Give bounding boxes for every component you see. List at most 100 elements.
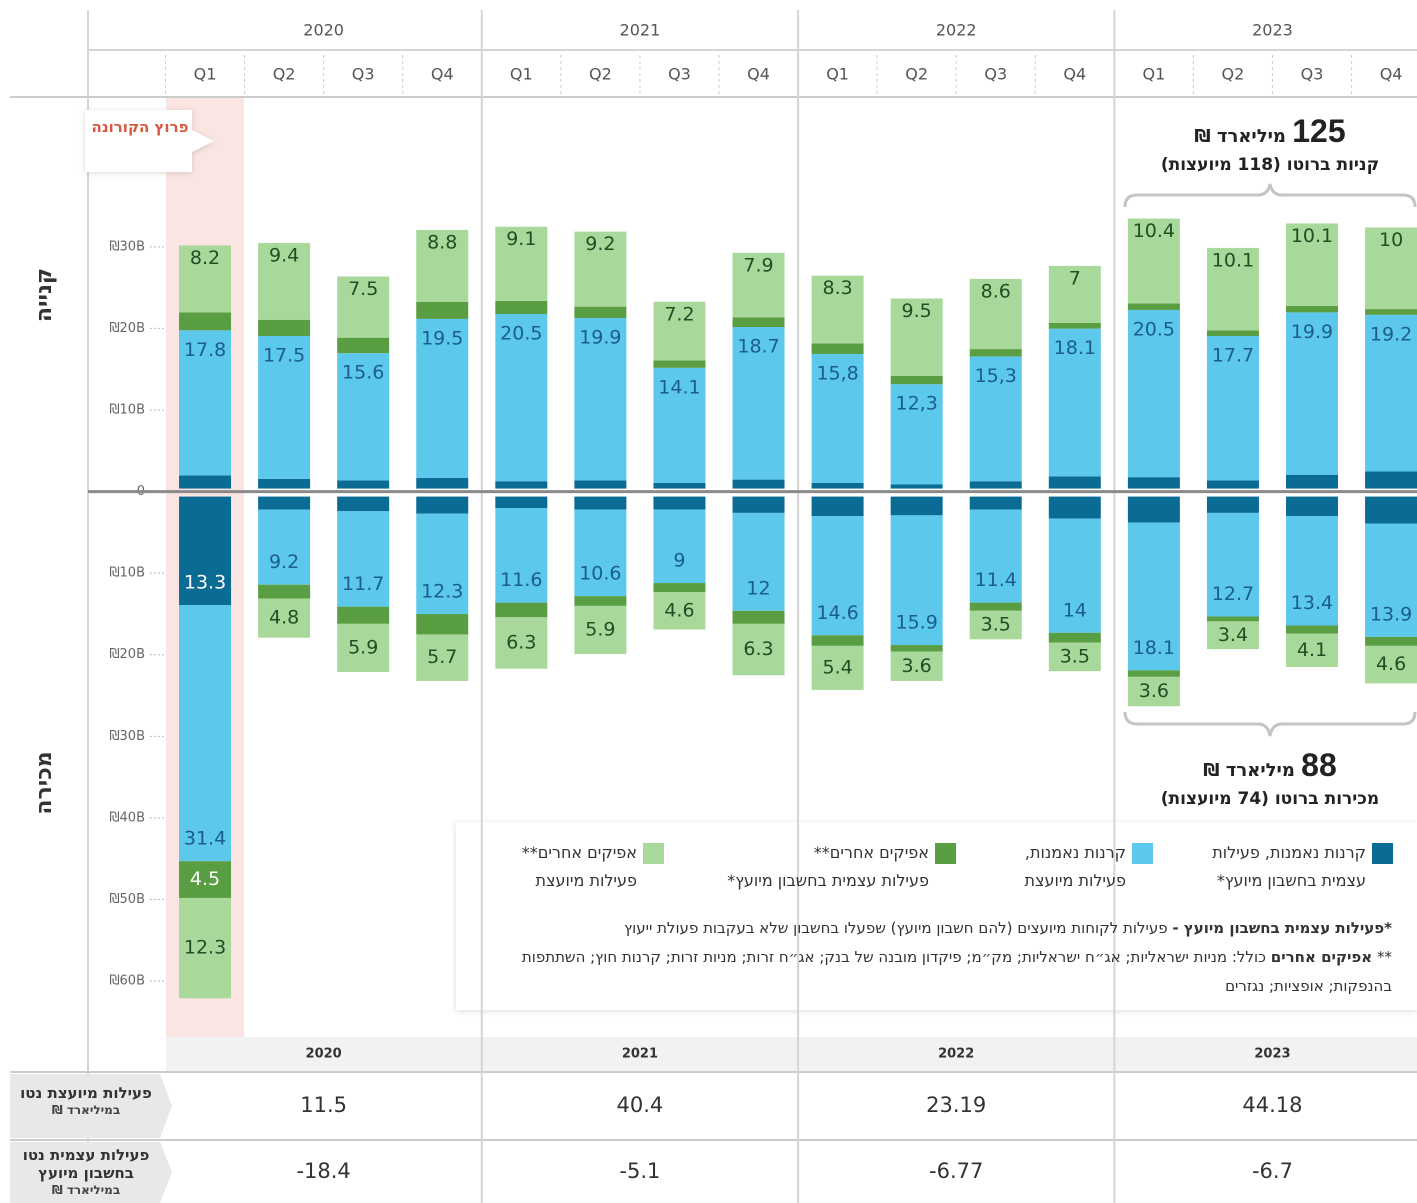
bar-segment <box>1286 474 1339 489</box>
y-tick-label: ₪30B <box>109 729 145 744</box>
bar-segment <box>969 509 1022 603</box>
total-annotation: 88 מיליארד ₪ מכירות ברוטו (74 מיועצות) <box>1120 748 1417 810</box>
bar-segment <box>1127 522 1180 671</box>
quarter-label: Q4 <box>1063 65 1086 84</box>
bar-label: 12 <box>746 577 770 599</box>
side-label: קנייה <box>32 268 57 322</box>
legend-swatch <box>1372 843 1393 864</box>
year-label: 2021 <box>620 21 661 40</box>
quarter-label: Q2 <box>589 65 612 84</box>
legend-swatch <box>935 843 956 864</box>
bar-label: 9 <box>673 550 685 572</box>
year-band-label: 2020 <box>306 1047 342 1062</box>
note-term: אפיקים אחרים <box>1270 948 1373 966</box>
legend-swatch <box>1132 843 1153 864</box>
bar-segment <box>337 511 390 607</box>
bar-segment <box>258 319 311 337</box>
bar-label: 10 <box>1379 229 1403 251</box>
row-header-label: פעילות עצמית נטו בחשבון מיועץ <box>22 1146 150 1182</box>
bar-label: 13.9 <box>1370 603 1412 625</box>
bar-label: 17.7 <box>1212 345 1254 367</box>
row-header-unit: במיליארד ₪ <box>51 1183 121 1197</box>
bar-segment <box>495 314 548 482</box>
quarter-label: Q2 <box>1222 65 1245 84</box>
bar-segment <box>969 481 1022 489</box>
y-tick-label: ₪50B <box>109 892 145 907</box>
bar-segment <box>495 617 548 669</box>
row-header-shape <box>10 1142 172 1203</box>
quarter-label: Q2 <box>273 65 296 84</box>
bar-segment <box>179 496 232 606</box>
bar-label: 6.3 <box>743 638 773 660</box>
corona-label: פרוץ הקורונה <box>91 118 189 136</box>
bar-segment <box>1048 518 1101 633</box>
bar-segment <box>890 384 943 485</box>
bar-segment <box>1286 223 1339 306</box>
callout-box <box>85 110 214 172</box>
bar-segment <box>1206 621 1259 650</box>
legend-label: אפיקים אחרים** פעילות עצמית בחשבון מיועץ… <box>727 843 929 890</box>
quarter-label: Q3 <box>984 65 1007 84</box>
bar-label: 3.6 <box>1139 680 1169 702</box>
quarter-label: Q4 <box>747 65 770 84</box>
bar-segment <box>732 479 785 489</box>
side-label: מכירה <box>32 751 57 814</box>
bar-segment <box>1127 477 1180 489</box>
bar-label: 20.5 <box>500 323 542 345</box>
bar-segment <box>1048 496 1101 519</box>
bar-label: 14 <box>1063 599 1087 621</box>
row-header-shape <box>10 1074 172 1138</box>
bar-label: 12.7 <box>1212 583 1254 605</box>
bar-label: 19.9 <box>1291 321 1333 343</box>
bar-label: 19.2 <box>1370 323 1412 345</box>
bar-segment <box>890 651 943 681</box>
bar-label: 4.1 <box>1297 639 1327 661</box>
note-line: *פעילות עצמית בחשבון מיועץ - פעילות לקוח… <box>480 914 1392 943</box>
total-unit: מיליארד ₪ <box>1203 760 1295 781</box>
bar-label: 20.5 <box>1133 318 1175 340</box>
quarter-label: Q1 <box>510 65 533 84</box>
net-value: 40.4 <box>617 1093 664 1117</box>
bar-segment <box>811 482 864 489</box>
y-tick-label: ₪10B <box>109 403 145 418</box>
bar-segment <box>969 356 1022 482</box>
net-value: 23.19 <box>926 1093 986 1117</box>
bar-segment <box>653 360 706 368</box>
bar-label: 7 <box>1069 267 1081 289</box>
bar-label: 4.5 <box>190 868 220 890</box>
bar-segment <box>416 634 469 681</box>
bar-segment <box>890 515 943 646</box>
bar-label: 4.6 <box>1376 653 1406 675</box>
brace <box>1123 183 1417 208</box>
bar-label: 13.4 <box>1291 592 1333 614</box>
bar-segment <box>179 897 232 999</box>
bar-label: 18.1 <box>1054 337 1096 359</box>
quarter-label: Q4 <box>1380 65 1403 84</box>
bar-label: 15.6 <box>342 362 384 384</box>
bar-segment <box>574 480 627 489</box>
bar-segment <box>1127 309 1180 478</box>
bar-label: 3.6 <box>902 655 932 677</box>
bar-label: 3.5 <box>1060 645 1090 667</box>
bar-segment <box>179 605 232 862</box>
bar-segment <box>969 278 1022 350</box>
net-value: -5.1 <box>619 1159 660 1183</box>
bar-label: 4.6 <box>664 599 694 621</box>
bar-segment <box>1365 314 1417 472</box>
bar-segment <box>811 516 864 636</box>
bar-label: 10.1 <box>1291 225 1333 247</box>
bar-segment <box>1365 496 1417 524</box>
y-tick-label: ₪40B <box>109 810 145 825</box>
bar-segment <box>495 602 548 618</box>
bar-segment <box>495 300 548 314</box>
net-value: -6.77 <box>929 1159 983 1183</box>
total-number: 125 <box>1292 113 1346 149</box>
bar-segment <box>1127 670 1180 677</box>
bar-segment <box>969 610 1022 640</box>
year-label: 2023 <box>1252 21 1293 40</box>
total-unit: מיליארד ₪ <box>1194 126 1286 147</box>
bar-segment <box>653 592 706 630</box>
bar-segment <box>1206 616 1259 622</box>
bar-label: 5.4 <box>822 656 852 678</box>
bar-segment <box>1127 676 1180 707</box>
